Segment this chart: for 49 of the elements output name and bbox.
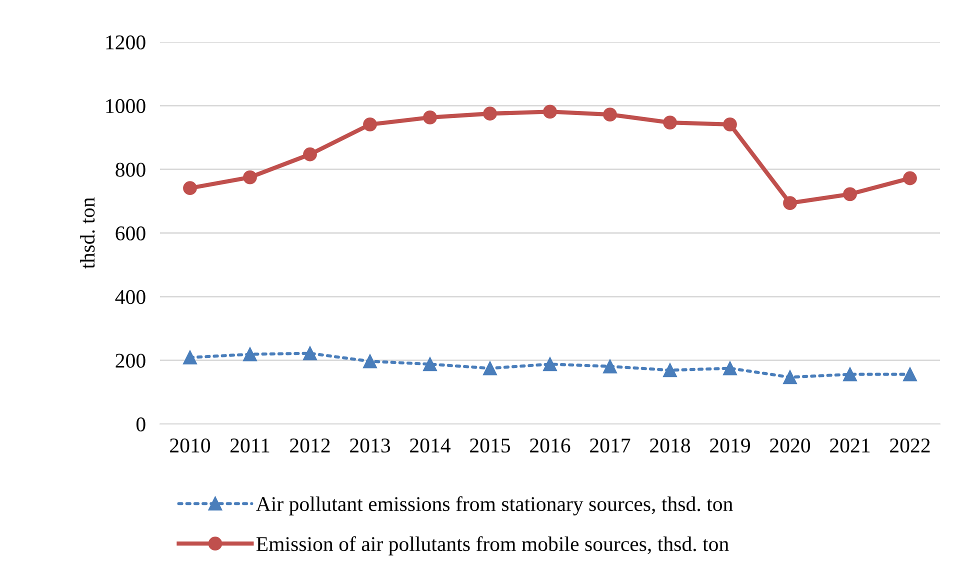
point [363,118,377,132]
x-tick-label: 2013 [350,438,390,453]
y-tick-label: 1200 [106,35,146,50]
point [903,367,917,382]
point [543,357,557,372]
y-tick-label: 200 [116,354,146,368]
point [843,367,857,382]
y-tick-label: 400 [115,290,146,304]
x-tick-label: 2017 [590,438,630,453]
x-tick-label: 2018 [650,438,690,453]
y-tick-label: 0 [136,417,146,432]
x-tick-label: 2014 [410,438,451,453]
legend-label: Emission of air pollutants from mobile sources, thsd. ton [256,536,729,556]
x-tick-label: 2021 [830,438,870,453]
point [183,181,197,196]
y-tick-label: 1000 [106,99,146,114]
x-tick-label: 2022 [890,438,930,453]
point [303,147,317,162]
point [663,116,677,130]
x-tick-label: 2011 [230,438,270,453]
point [723,118,737,132]
point [903,171,917,186]
point [843,187,857,202]
point [663,363,677,378]
y-tick-label: 600 [116,226,146,240]
point [603,108,617,122]
x-tick-label: 2016 [530,438,570,453]
x-tick-label: 2015 [470,438,510,453]
y-tick-label: 800 [116,162,146,177]
point [243,170,257,184]
point [363,354,377,368]
point [303,346,317,360]
x-tick-label: 2012 [290,438,330,453]
y-axis-title: thsd. ton [80,197,95,269]
point [423,110,437,124]
point [603,359,617,374]
point [243,347,257,362]
point [483,361,497,376]
point [423,357,437,372]
point [483,106,497,121]
x-tick-label: 2020 [770,438,810,453]
point [783,370,797,384]
point [543,104,557,119]
x-tick-label: 2019 [710,438,750,453]
x-tick-label: 2010 [170,438,210,453]
point [723,361,737,376]
point [183,350,197,364]
point [783,196,797,210]
legend-label: Air pollutant emissions from stationary sources, thsd. ton [256,496,733,516]
